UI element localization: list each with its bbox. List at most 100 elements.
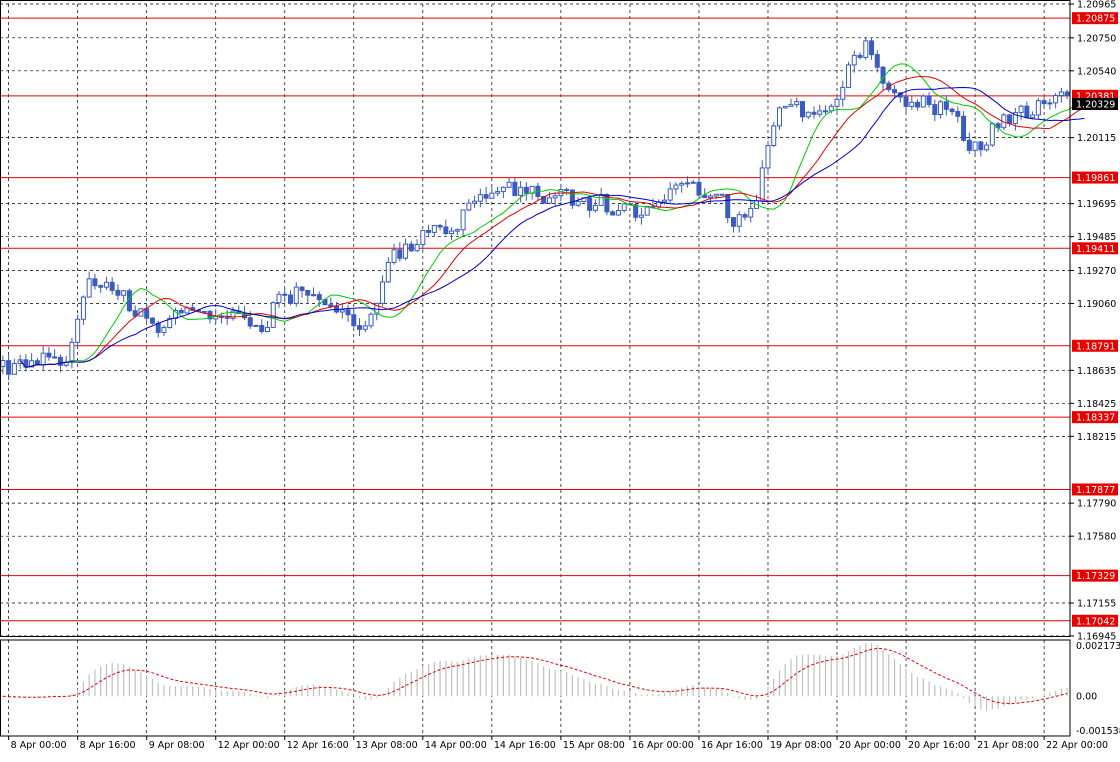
candle-body	[690, 181, 696, 184]
price-tick-label: 1.19270	[1077, 266, 1116, 277]
candle-body	[972, 141, 978, 151]
candle-body	[11, 363, 17, 375]
candle-body	[719, 193, 725, 196]
candle-body	[103, 281, 109, 288]
candle-body	[80, 296, 86, 320]
price-candles	[0, 36, 1070, 381]
candle-body	[345, 309, 351, 316]
candle-body	[759, 167, 765, 202]
candle-body	[512, 181, 518, 196]
candle-body	[351, 314, 357, 327]
time-tick-label: 22 Apr 00:00	[1046, 740, 1108, 751]
candle-body	[834, 98, 840, 107]
candle-body	[115, 289, 121, 296]
level-price-tag: 1.18791	[1076, 341, 1115, 352]
candle-body	[920, 95, 926, 108]
candle-body	[328, 304, 334, 307]
time-axis: 8 Apr 00:00 8 Apr 16:00 9 Apr 08:00 12 Apr …	[8, 736, 1108, 751]
candle-body	[1058, 91, 1064, 97]
time-tick-label: 21 Apr 08:00	[977, 740, 1039, 751]
oscillator-axis: 0.002173 0.00 -0.001538	[1076, 641, 1120, 737]
candle-body	[869, 40, 875, 56]
level-price-tag: 1.19861	[1076, 173, 1115, 184]
oscillator-panel-border	[0, 639, 1071, 737]
current-price-tag-bg	[1072, 97, 1118, 110]
level-price-tag: 1.20381	[1076, 91, 1115, 102]
candle-body	[437, 224, 443, 228]
time-tick-label: 12 Apr 00:00	[218, 740, 280, 751]
candle-body	[546, 197, 552, 204]
candle-body	[109, 281, 115, 291]
candle-body	[1047, 102, 1053, 105]
time-tick-label: 14 Apr 00:00	[425, 740, 487, 751]
candle-body	[604, 194, 610, 213]
time-tick-label: 12 Apr 16:00	[287, 740, 349, 751]
candle-body	[615, 210, 621, 216]
candle-body	[1018, 105, 1024, 114]
candle-body	[449, 230, 455, 235]
candle-body	[587, 197, 593, 211]
time-tick-label: 16 Apr 16:00	[701, 740, 763, 751]
candle-body	[224, 316, 230, 319]
candle-body	[644, 205, 650, 216]
level-price-tag-bg	[1072, 242, 1118, 255]
candle-body	[276, 293, 282, 304]
candle-body	[1012, 112, 1018, 124]
level-price-tag-bg	[1072, 569, 1118, 582]
candle-body	[144, 308, 150, 319]
price-tick-label: 1.18635	[1077, 366, 1116, 377]
time-tick-label: 13 Apr 08:00	[356, 740, 418, 751]
candle-body	[391, 249, 397, 263]
candle-body	[840, 86, 846, 100]
candle-body	[943, 101, 949, 110]
candle-body	[299, 286, 305, 291]
candle-body	[725, 193, 731, 219]
price-tick-label: 1.20750	[1077, 33, 1116, 44]
candle-body	[57, 356, 63, 366]
candle-body	[311, 294, 317, 297]
level-price-tag: 1.20875	[1076, 14, 1115, 25]
candle-body	[506, 181, 512, 188]
price-tick-label: 1.16945	[1077, 632, 1116, 643]
time-tick-label: 16 Apr 00:00	[632, 740, 694, 751]
candle-body	[408, 243, 414, 252]
time-tick-label: 20 Apr 00:00	[839, 740, 901, 751]
candle-body	[989, 123, 995, 146]
price-tick-label: 1.18425	[1077, 399, 1116, 410]
candle-body	[172, 310, 178, 319]
candle-body	[736, 214, 742, 227]
candle-body	[460, 209, 466, 231]
candle-body	[633, 204, 639, 218]
candle-body	[477, 194, 483, 202]
candle-body	[610, 211, 616, 216]
candle-body	[713, 193, 719, 197]
candle-body	[161, 327, 167, 333]
candle-body	[259, 325, 265, 332]
price-tick-label: 1.20965	[1077, 0, 1116, 11]
time-tick-label: 15 Apr 08:00	[563, 740, 625, 751]
candle-body	[966, 139, 972, 151]
level-price-tag: 1.17877	[1076, 485, 1115, 496]
candle-body	[564, 189, 570, 192]
time-tick-label: 14 Apr 16:00	[494, 740, 556, 751]
candle-body	[368, 313, 374, 327]
price-tick-label: 1.17580	[1077, 532, 1116, 543]
candle-body	[247, 317, 253, 327]
candle-body	[316, 294, 322, 301]
candle-body	[17, 359, 23, 365]
price-tick-label: 1.19060	[1077, 299, 1116, 310]
candle-body	[1041, 100, 1047, 105]
candle-body	[403, 243, 409, 259]
candle-body	[397, 249, 403, 259]
candle-body	[800, 101, 805, 118]
candle-body	[949, 108, 955, 113]
candle-body	[598, 194, 604, 206]
candle-body	[621, 203, 627, 212]
candle-body	[75, 318, 81, 343]
candle-body	[357, 325, 363, 330]
candle-body	[909, 101, 915, 107]
candle-body	[851, 54, 857, 66]
candle-body	[380, 281, 386, 304]
